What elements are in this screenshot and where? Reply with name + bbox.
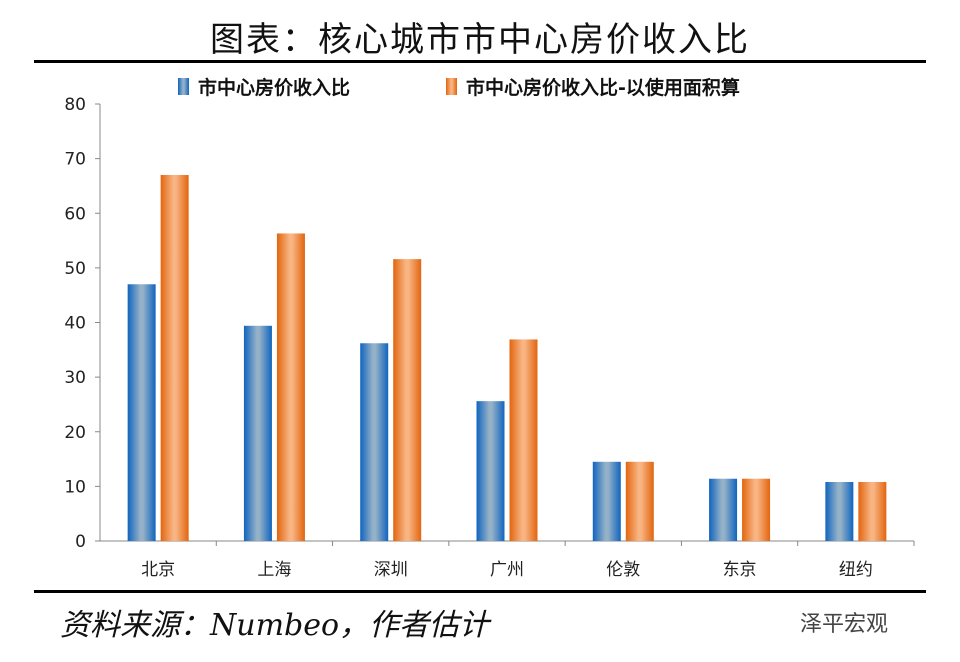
bar-orange	[625, 461, 654, 541]
watermark: 泽平宏观	[800, 612, 889, 637]
bar-orange	[742, 478, 771, 541]
legend-label: 市中心房价收入比	[198, 76, 350, 99]
bar-blue	[476, 401, 505, 541]
bottom-rule	[34, 590, 926, 593]
bar-blue	[709, 478, 738, 541]
chart-title: 图表：核心城市市中心房价收入比	[210, 20, 750, 60]
x-tick-label: 北京	[141, 560, 175, 580]
bar-orange	[393, 259, 422, 541]
bar-blue	[127, 284, 156, 541]
y-tick-label: 70	[64, 150, 86, 170]
source-note: 资料来源：Numbeo，作者估计	[60, 608, 490, 643]
bar-orange	[858, 482, 887, 541]
top-rule	[34, 60, 926, 63]
bar-blue	[592, 461, 621, 541]
x-tick-label: 东京	[723, 560, 757, 580]
y-tick-label: 60	[64, 204, 86, 224]
legend-swatch	[178, 78, 189, 95]
bar-blue	[825, 482, 854, 541]
bar-orange	[276, 233, 305, 541]
legend-swatch	[446, 78, 457, 95]
x-tick-label: 伦敦	[606, 560, 640, 580]
x-tick-label: 深圳	[374, 560, 408, 580]
y-tick-label: 10	[64, 477, 86, 497]
legend-label: 市中心房价收入比-以使用面积算	[466, 76, 740, 99]
bar-orange	[160, 175, 189, 541]
y-tick-label: 40	[64, 314, 86, 334]
x-tick-label: 上海	[257, 560, 291, 580]
y-tick-label: 50	[64, 259, 86, 279]
y-tick-label: 80	[64, 95, 86, 115]
y-tick-label: 20	[64, 423, 86, 443]
y-tick-label: 30	[64, 368, 86, 388]
bar-blue	[360, 343, 389, 541]
legend: 市中心房价收入比 市中心房价收入比-以使用面积算	[178, 76, 740, 99]
bar-orange	[509, 339, 538, 541]
y-tick-label: 0	[75, 532, 86, 552]
bar-blue	[243, 325, 272, 541]
bar-chart: 市中心房价收入比 市中心房价收入比-以使用面积算 0 10 20 30 40 50 60 70 8…	[64, 76, 915, 580]
x-tick-label: 纽约	[839, 560, 873, 580]
x-tick-label: 广州	[490, 560, 524, 580]
